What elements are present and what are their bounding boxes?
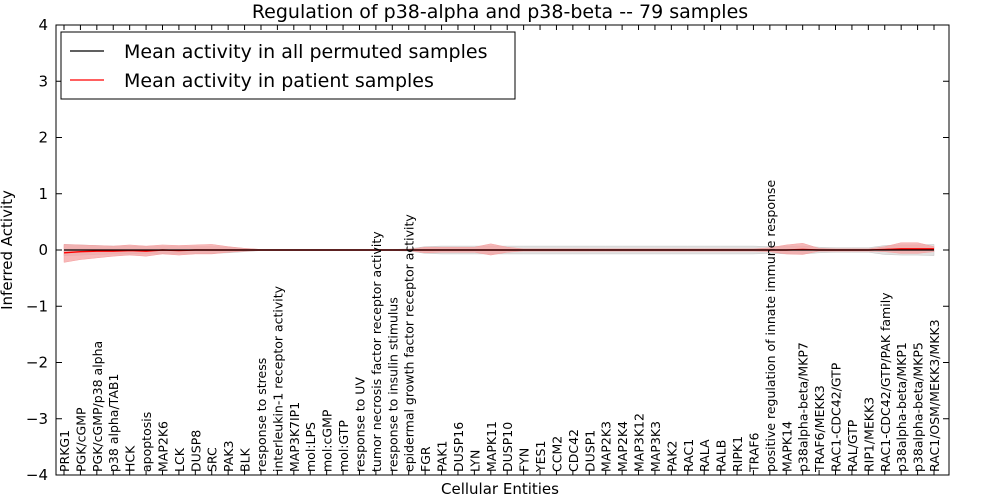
confidence-bands <box>63 242 935 263</box>
x-category-label: DUSP16 <box>451 422 466 472</box>
x-category-label: tumor necrosis factor receptor activity <box>369 231 384 472</box>
x-category-label: apoptosis <box>139 412 154 472</box>
x-category-label: MAP3K7IP1 <box>287 402 302 472</box>
x-category-label: p38alpha-beta/MKP5 <box>911 342 926 472</box>
y-tick-label: −2 <box>26 354 48 372</box>
x-category-label: RIP1/MEKK3 <box>861 397 876 472</box>
legend: Mean activity in all permuted samples Mea… <box>60 31 516 100</box>
y-axis: −4 −3 −2 −1 0 1 2 3 4 <box>26 16 949 484</box>
x-category-label: YES1 <box>533 441 548 473</box>
x-category-label: p38alpha-beta/MKP7 <box>796 342 811 472</box>
y-tick-label: 3 <box>38 72 48 90</box>
x-category-label: mol:cGMP <box>320 409 335 472</box>
x-category-label: interleukin-1 receptor activity <box>270 285 285 472</box>
chart-title: Regulation of p38-alpha and p38-beta -- … <box>252 1 748 23</box>
x-category-label: PAK2 <box>664 441 679 472</box>
x-category-label: p38 alpha/TAB1 <box>106 374 121 472</box>
x-category-label: PGK/cGMP/p38 alpha <box>90 341 105 472</box>
x-category-label: RALB <box>714 440 729 472</box>
x-category-label: PRKG1 <box>57 430 72 472</box>
x-category-label: RAC1/OSM/MEKK3/MKK3 <box>927 319 942 472</box>
x-category-label: response to stress <box>254 358 269 472</box>
x-category-label: LYN <box>467 450 482 472</box>
y-axis-label: Inferred Activity <box>0 190 16 310</box>
y-tick-label: −3 <box>26 410 48 428</box>
x-category-label: PAK1 <box>435 441 450 472</box>
y-tick-label: 0 <box>38 241 48 259</box>
x-category-label: MAPK11 <box>484 421 499 472</box>
x-category-label: CDC42 <box>566 429 581 472</box>
x-category-label: mol:LPS <box>303 422 318 472</box>
y-tick-label: 4 <box>38 16 48 34</box>
x-category-label: MAP2K3 <box>599 421 614 472</box>
legend-box <box>60 31 516 100</box>
x-category-label: RAL/GTP <box>845 419 860 472</box>
x-category-label: p38alpha-beta/MKP1 <box>894 342 909 472</box>
x-category-label: FGR <box>418 446 433 472</box>
x-category-label: BLK <box>238 447 253 472</box>
x-category-label: PGK/cGMP <box>73 407 88 472</box>
x-category-label: DUSP8 <box>188 430 203 472</box>
x-category-label: TRAF6/MEKK3 <box>812 385 827 473</box>
band-patient <box>63 242 935 263</box>
x-category-label: FYN <box>517 448 532 472</box>
x-category-label: response to UV <box>352 377 367 472</box>
y-tick-label: 2 <box>38 129 48 147</box>
x-category-label: RAC1 <box>681 439 696 472</box>
x-category-label: epidermal growth factor receptor activit… <box>402 214 417 472</box>
x-category-label: MAP3K12 <box>632 413 647 472</box>
x-category-label: MAPK14 <box>779 421 794 472</box>
x-category-label: RAC1-CDC42/GTP <box>829 362 844 472</box>
x-category-label: MAP2K4 <box>615 421 630 472</box>
x-category-label: HCK <box>123 445 138 472</box>
x-category-label: CCM2 <box>549 436 564 472</box>
x-axis-label: Cellular Entities <box>441 480 559 498</box>
x-category-label: MAP3K3 <box>648 421 663 472</box>
y-tick-label: −1 <box>26 297 48 315</box>
x-category-label: MAP2K6 <box>155 421 170 472</box>
x-category-label: response to insulin stimulus <box>385 297 400 472</box>
x-category-label: DUSP10 <box>500 422 515 472</box>
x-category-label: mol:GTP <box>336 420 351 472</box>
x-category-label: DUSP1 <box>582 430 597 472</box>
x-category-label: TRAF6 <box>746 432 761 473</box>
x-category-label: RIPK1 <box>730 436 745 472</box>
x-category-label: PAK3 <box>221 441 236 472</box>
y-tick-label: 1 <box>38 185 48 203</box>
x-category-label: RALA <box>697 439 712 472</box>
legend-label: Mean activity in all permuted samples <box>124 41 487 63</box>
x-axis: PRKG1 PGK/cGMP PGK/cGMP/p38 alpha p38 alpha… <box>57 25 942 475</box>
x-category-label: SRC <box>205 447 220 472</box>
legend-label: Mean activity in patient samples <box>124 70 434 92</box>
x-category-label: positive regulation of innate immune res… <box>763 180 778 472</box>
x-category-label: RAC1-CDC42/GTP/PAK family <box>878 292 893 472</box>
x-category-label: LCK <box>172 447 187 472</box>
series-lines <box>63 248 934 254</box>
y-tick-label: −4 <box>26 466 48 484</box>
